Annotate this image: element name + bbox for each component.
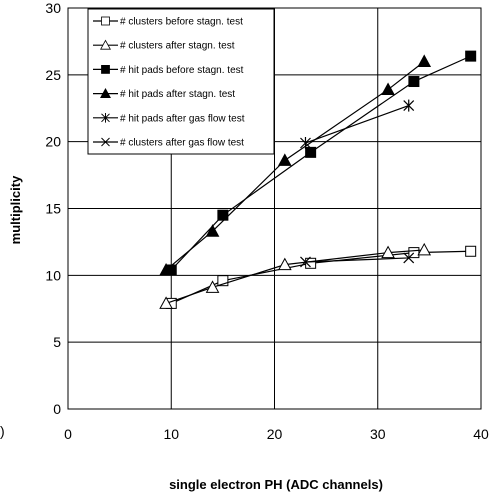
marker-filled-square xyxy=(102,65,110,73)
legend-box xyxy=(88,9,274,154)
marker-asterisk xyxy=(404,100,414,112)
marker-open-square xyxy=(466,246,476,256)
legend-label: # hit pads after gas flow test xyxy=(120,113,245,124)
y-tick-label: 0 xyxy=(53,401,61,417)
y-tick-label: 5 xyxy=(53,334,61,350)
series-line xyxy=(171,251,470,303)
marker-filled-triangle xyxy=(279,154,291,165)
marker-open-triangle xyxy=(418,244,430,255)
marker-open-square xyxy=(102,17,110,25)
x-tick-label: 40 xyxy=(473,426,489,442)
series-6 xyxy=(300,253,413,267)
y-tick-label: 20 xyxy=(45,134,61,150)
y-tick-label: 15 xyxy=(45,201,61,217)
marker-filled-square xyxy=(218,210,228,220)
legend-label: # clusters before stagn. test xyxy=(120,17,243,28)
x-tick-label: 30 xyxy=(370,426,386,442)
marker-filled-triangle xyxy=(382,84,394,95)
x-tick-label: 20 xyxy=(267,426,283,442)
marker-filled-square xyxy=(466,51,476,61)
y-tick-label: 10 xyxy=(45,267,61,283)
y-tick-label: 30 xyxy=(45,0,61,16)
y-tick-label: 25 xyxy=(45,67,61,83)
legend-label: # hit pads after stagn. test xyxy=(120,89,235,100)
legend-label: # clusters after stagn. test xyxy=(120,41,235,52)
marker-filled-square xyxy=(409,77,419,87)
series-2 xyxy=(160,244,430,308)
x-axis-title: single electron PH (ADC channels) xyxy=(169,477,383,492)
legend-label: # hit pads before stagn. test xyxy=(120,65,244,76)
marker-filled-triangle xyxy=(418,55,430,66)
stray-paren: ) xyxy=(0,423,5,439)
x-tick-label: 10 xyxy=(163,426,179,442)
legend-label: # clusters after gas flow test xyxy=(120,138,244,149)
marker-filled-square xyxy=(306,147,316,157)
series-1 xyxy=(166,246,475,308)
marker-asterisk xyxy=(300,137,310,149)
x-tick-label: 0 xyxy=(64,426,72,442)
legend: # clusters before stagn. test # clusters … xyxy=(88,9,274,154)
y-axis-title: multiplicity xyxy=(8,175,23,244)
